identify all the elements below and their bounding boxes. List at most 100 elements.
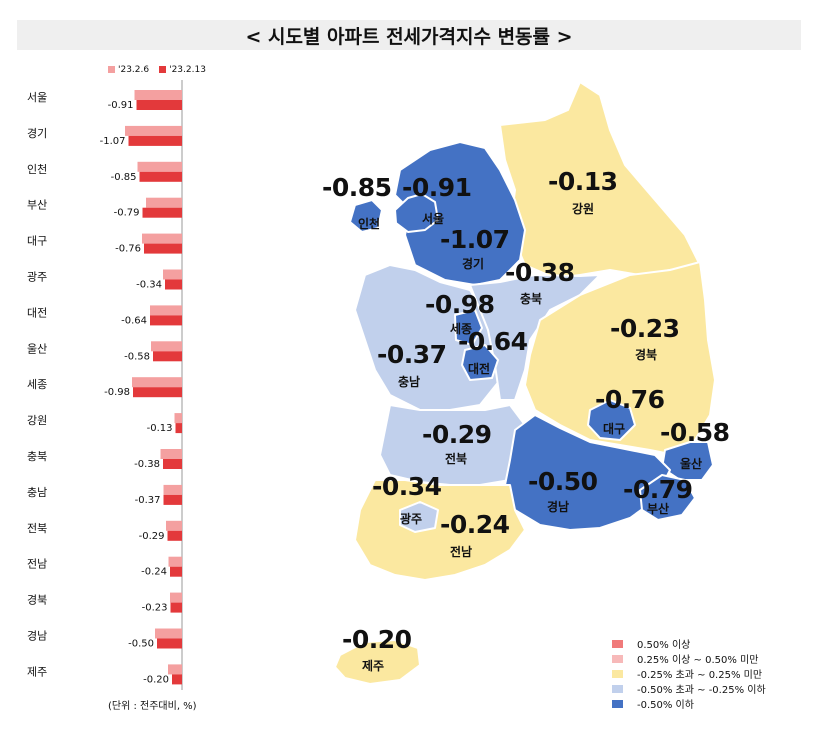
- category-label: 전북: [27, 522, 47, 535]
- region-busan: [639, 474, 696, 521]
- map-legend-item: 0.25% 이상 ~ 0.50% 미만: [612, 651, 766, 666]
- map-name-busan: 부산: [647, 502, 670, 516]
- korea-map: -0.85 인천 -0.91 서울 -1.07 경기 -0.13 강원 -0.38 충북 -0.98…: [310, 70, 810, 710]
- data-label: -1.07: [100, 136, 126, 147]
- map-value-jeju: -0.20: [342, 625, 412, 654]
- data-label: -0.29: [139, 531, 165, 542]
- bar-this-week: [170, 602, 182, 613]
- map-name-jeonnam: 전남: [450, 545, 473, 559]
- map-name-gyeongnam: 경남: [547, 500, 570, 514]
- legend-item-prev-week: '23.2.6: [108, 65, 149, 75]
- bar-legend: '23.2.6 '23.2.13: [108, 65, 206, 75]
- bar-this-week: [170, 566, 182, 577]
- map-name-gangwon: 강원: [572, 202, 595, 216]
- bar-this-week: [153, 351, 182, 362]
- bar-prev-week: [137, 161, 182, 172]
- bar-this-week: [144, 243, 182, 254]
- map-value-daejeon: -0.64: [458, 327, 528, 356]
- legend-label: '23.2.6: [118, 65, 150, 75]
- bar-prev-week: [125, 125, 182, 136]
- bar-prev-week: [163, 484, 182, 495]
- legend-label: '23.2.13: [169, 65, 206, 75]
- map-name-jeonbuk: 전북: [445, 452, 468, 466]
- map-legend-item: -0.50% 초과 ~ -0.25% 이하: [612, 681, 766, 696]
- category-label: 경기: [27, 127, 47, 140]
- map-value-gwangju: -0.34: [372, 472, 442, 501]
- map-value-gyeongbuk: -0.23: [610, 314, 680, 343]
- data-label: -0.24: [141, 567, 167, 578]
- bar-this-week: [175, 423, 182, 434]
- region-incheon: [349, 199, 383, 233]
- bar-prev-week: [134, 90, 182, 100]
- category-label: 서울: [27, 91, 47, 104]
- category-label: 대전: [27, 306, 47, 319]
- chart-title: < 시도별 아파트 전세가격지수 변동률 >: [245, 25, 573, 48]
- bar-this-week: [142, 207, 182, 218]
- data-label: -0.50: [128, 639, 154, 650]
- legend-swatch: [612, 654, 623, 663]
- region-daegu: [587, 399, 636, 441]
- map-name-gyeonggi: 경기: [462, 257, 485, 271]
- map-name-jeju: 제주: [362, 659, 385, 673]
- category-label: 대구: [27, 235, 47, 248]
- data-label: -0.37: [135, 495, 161, 506]
- bar-this-week: [150, 315, 182, 326]
- legend-label: -0.50% 이하: [637, 700, 694, 711]
- legend-label: 0.25% 이상 ~ 0.50% 미만: [637, 655, 759, 666]
- map-value-sejong: -0.98: [425, 290, 495, 319]
- bar-prev-week: [166, 520, 182, 531]
- map-name-daejeon: 대전: [468, 362, 491, 376]
- category-label: 제주: [27, 665, 47, 678]
- legend-label: -0.25% 초과 ~ 0.25% 미만: [637, 670, 763, 681]
- map-legend-item: -0.50% 이하: [612, 696, 766, 711]
- bar-prev-week: [163, 269, 182, 280]
- region-chungnam: [354, 264, 501, 411]
- category-label: 세종: [27, 378, 47, 391]
- map-name-ulsan: 울산: [680, 457, 703, 471]
- region-gyeongbuk: [524, 261, 716, 456]
- data-label: -0.23: [142, 603, 168, 614]
- map-name-chungbuk: 충북: [520, 292, 543, 306]
- data-label: -0.98: [104, 387, 130, 398]
- category-label: 경북: [27, 594, 47, 607]
- legend-swatch: [159, 66, 167, 73]
- map-name-seoul: 서울: [422, 212, 445, 226]
- bar-prev-week: [168, 556, 182, 567]
- data-label: -0.20: [143, 674, 169, 685]
- bar-prev-week: [170, 592, 182, 603]
- bar-this-week: [133, 387, 182, 398]
- data-label: -0.79: [114, 208, 140, 219]
- map-value-chungnam: -0.37: [377, 340, 447, 369]
- category-label: 경남: [27, 630, 47, 643]
- data-label: -0.91: [108, 100, 134, 111]
- bar-this-week: [163, 459, 182, 469]
- legend-swatch: [612, 669, 623, 678]
- bar-this-week: [163, 494, 182, 505]
- region-jeonnam: [354, 479, 526, 581]
- unit-note: (단위 : 전주대비, %): [108, 701, 197, 712]
- data-label: -0.64: [121, 315, 147, 326]
- data-label: -0.13: [147, 423, 173, 434]
- bar-this-week: [139, 171, 182, 182]
- map-value-seoul: -0.91: [402, 173, 472, 202]
- region-seoul: [394, 193, 439, 233]
- map-value-ulsan: -0.58: [660, 418, 730, 447]
- bar-prev-week: [174, 413, 182, 424]
- legend-swatch: [612, 639, 623, 648]
- region-sejong: [454, 309, 483, 346]
- bar-this-week: [165, 279, 182, 290]
- legend-swatch: [612, 699, 623, 708]
- bar-this-week: [172, 674, 182, 685]
- map-legend-item: -0.25% 초과 ~ 0.25% 미만: [612, 666, 766, 681]
- category-label: 울산: [27, 342, 47, 355]
- map-name-incheon: 인천: [358, 217, 381, 231]
- map-name-gwangju: 광주: [400, 512, 423, 526]
- bar-this-week: [128, 135, 182, 146]
- bar-chart: 서울 -0.91 경기 -1.07 인천 -0.85 부산 -0.79 대구 -0.76 광주 -0.…: [27, 80, 183, 690]
- bar-prev-week: [142, 233, 182, 244]
- map-legend-item: 0.50% 이상: [612, 636, 766, 651]
- bar-prev-week: [146, 197, 182, 208]
- map-value-chungbuk: -0.38: [505, 258, 575, 287]
- region-daejeon: [461, 344, 499, 381]
- legend-label: -0.50% 초과 ~ -0.25% 이하: [637, 685, 766, 696]
